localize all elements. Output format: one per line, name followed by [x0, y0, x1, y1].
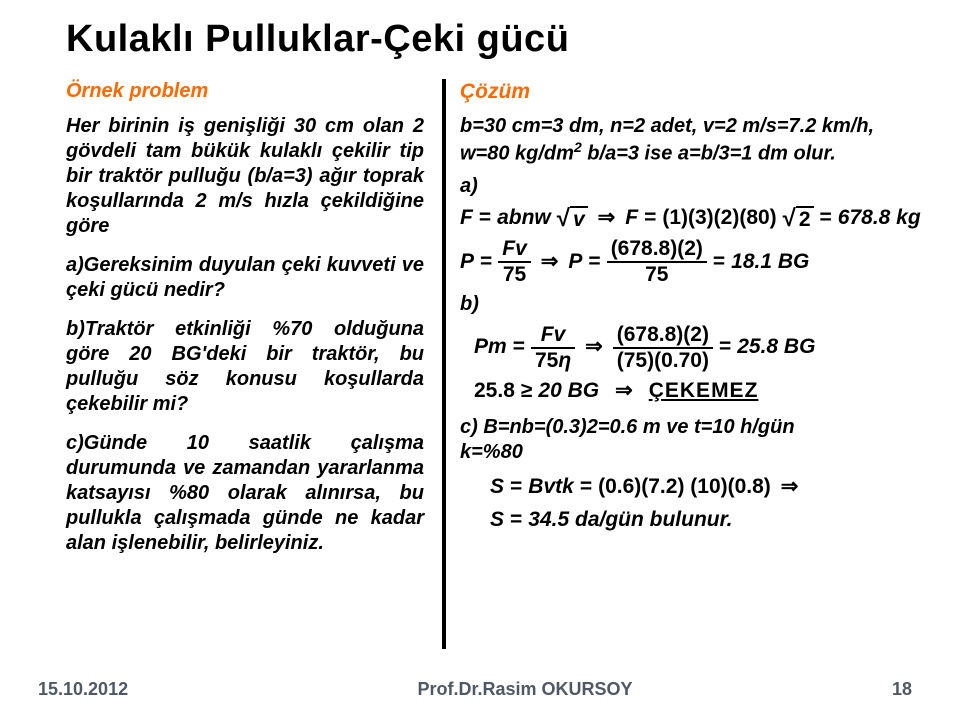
column-divider — [442, 79, 446, 649]
sup-2: 2 — [574, 139, 582, 155]
given-line-2b: b/a=3 ise a=b/3=1 dm olur. — [582, 143, 836, 165]
eqS2-val: 34.5 da/gün bulunur. — [528, 507, 732, 534]
footer-date: 15.10.2012 — [38, 679, 198, 700]
eqP-eq1: = — [480, 249, 492, 276]
eqP-eq3: = — [713, 249, 725, 276]
eqF-nums: (1)(3)(2)(80) — [662, 205, 776, 232]
eqF-sqrt-v: √v — [557, 206, 588, 231]
eq-F: F = abnw √v ⇒ F = (1)(3)(2)(80) √2 = 678… — [460, 205, 912, 232]
eq-P: P = Fv 75 ⇒ P = (678.8)(2) 75 = — [460, 238, 912, 286]
cmp-lhs: 25.8 — [474, 378, 515, 405]
example-heading: Örnek problem — [66, 79, 424, 104]
eqF-eq3: = — [820, 205, 832, 232]
eqF-abnw: abnw — [497, 205, 551, 232]
eqPm-eq2: = — [719, 334, 731, 361]
eqP-arrow: ⇒ — [537, 249, 563, 276]
eqPm-num2: (678.8)(2) — [613, 324, 713, 347]
eqP-P2: P — [568, 249, 582, 276]
footer: 15.10.2012 Prof.Dr.Rasim OKURSOY 18 — [0, 679, 960, 700]
c-line: c) B=nb=(0.3)2=0.6 m ve t=10 h/gün — [460, 415, 912, 441]
a-label: a) — [460, 174, 912, 200]
eqS1-eq1: = — [510, 474, 522, 501]
left-p4: c)Günde 10 saatlik çalışma durumunda ve … — [66, 431, 424, 556]
eq-S1: S = Bvtk = (0.6)(7.2) (10)(0.8) ⇒ — [490, 474, 912, 501]
left-p3: b)Traktör etkinliği %70 olduğuna göre 20… — [66, 317, 424, 417]
eqF-val: 678.8 kg — [838, 205, 921, 232]
eqP-den2: 75 — [641, 263, 672, 286]
page-title: Kulaklı Pulluklar-Çeki gücü — [66, 18, 912, 61]
eqPm-val: 25.8 BG — [737, 334, 815, 361]
eqPm-frac1: Fv 75η — [531, 324, 575, 372]
left-p2: a)Gereksinim duyulan çeki kuvveti ve çek… — [66, 253, 424, 303]
eqP-val: 18.1 BG — [731, 249, 809, 276]
right-column: Çözüm b=30 cm=3 dm, n=2 adet, v=2 m/s=7.… — [460, 79, 912, 649]
eqF-rhs-lhs: F — [625, 205, 638, 232]
footer-author: Prof.Dr.Rasim OKURSOY — [198, 679, 852, 700]
eqS2-eq: = — [510, 507, 522, 534]
eqF-lhs: F — [460, 205, 473, 232]
eqF-eq2: = — [644, 205, 656, 232]
eqPm-Pm: Pm — [474, 334, 507, 361]
eqPm-den1a: 75 — [535, 349, 558, 372]
given-line-2a: w=80 kg/dm — [460, 143, 574, 165]
eqS1-expr: Bvtk — [528, 474, 574, 501]
eqPm-den1b: η — [558, 349, 571, 372]
left-column: Örnek problem Her birinin iş genişliği 3… — [66, 79, 442, 649]
eqS1-S: S — [490, 474, 504, 501]
given-line-1: b=30 cm=3 dm, n=2 adet, v=2 m/s=7.2 km/h… — [460, 114, 912, 140]
b-label: b) — [460, 292, 912, 318]
eqF-arrow: ⇒ — [594, 205, 620, 232]
eq-compare: 25.8 ≥ 20 BG ⇒ ÇEKEMEZ — [474, 378, 912, 405]
eqP-frac1: Fv 75 — [498, 238, 531, 286]
eqPm-frac2: (678.8)(2) (75)(0.70) — [613, 324, 713, 372]
eqPm-eq1: = — [513, 334, 525, 361]
eqPm-den2: (75)(0.70) — [613, 349, 713, 372]
solution-heading: Çözüm — [460, 79, 912, 106]
left-p1: Her birinin iş genişliği 30 cm olan 2 gö… — [66, 114, 424, 239]
eqPm-num1: Fv — [537, 324, 570, 347]
k-line: k=%80 — [460, 440, 912, 466]
eqPm-arrow: ⇒ — [581, 334, 607, 361]
eqS1-nums: (0.6)(7.2) (10)(0.8) — [598, 474, 771, 501]
cmp-ge: ≥ — [521, 378, 533, 405]
footer-page: 18 — [852, 679, 912, 700]
eqF-sqrt-v-rad: v — [570, 206, 588, 231]
eqP-den1: 75 — [499, 263, 530, 286]
eqS1-eq2: = — [580, 474, 592, 501]
cmp-result: ÇEKEMEZ — [649, 378, 759, 405]
eqP-num2: (678.8)(2) — [607, 238, 707, 261]
given-line-2: w=80 kg/dm2 b/a=3 ise a=b/3=1 dm olur. — [460, 139, 912, 167]
eqP-num1: Fv — [498, 238, 531, 261]
eqS2-S: S — [490, 507, 504, 534]
cmp-arrow: ⇒ — [605, 378, 643, 405]
eqF-eq1: = — [479, 205, 491, 232]
eqF-sqrt-2-rad: 2 — [796, 206, 814, 231]
eqP-frac2: (678.8)(2) 75 — [607, 238, 707, 286]
eqF-sqrt-2: √2 — [783, 206, 814, 231]
eqP-P1: P — [460, 249, 474, 276]
eqPm-den1: 75η — [531, 349, 575, 372]
eq-Pm: Pm = Fv 75η ⇒ (678.8)(2) (75)(0.70) = 25… — [474, 324, 912, 372]
cmp-rhs: 20 BG — [538, 378, 599, 405]
eqS1-arrow: ⇒ — [777, 474, 803, 501]
eq-S2: S = 34.5 da/gün bulunur. — [490, 507, 912, 534]
eqP-eq2: = — [588, 249, 600, 276]
